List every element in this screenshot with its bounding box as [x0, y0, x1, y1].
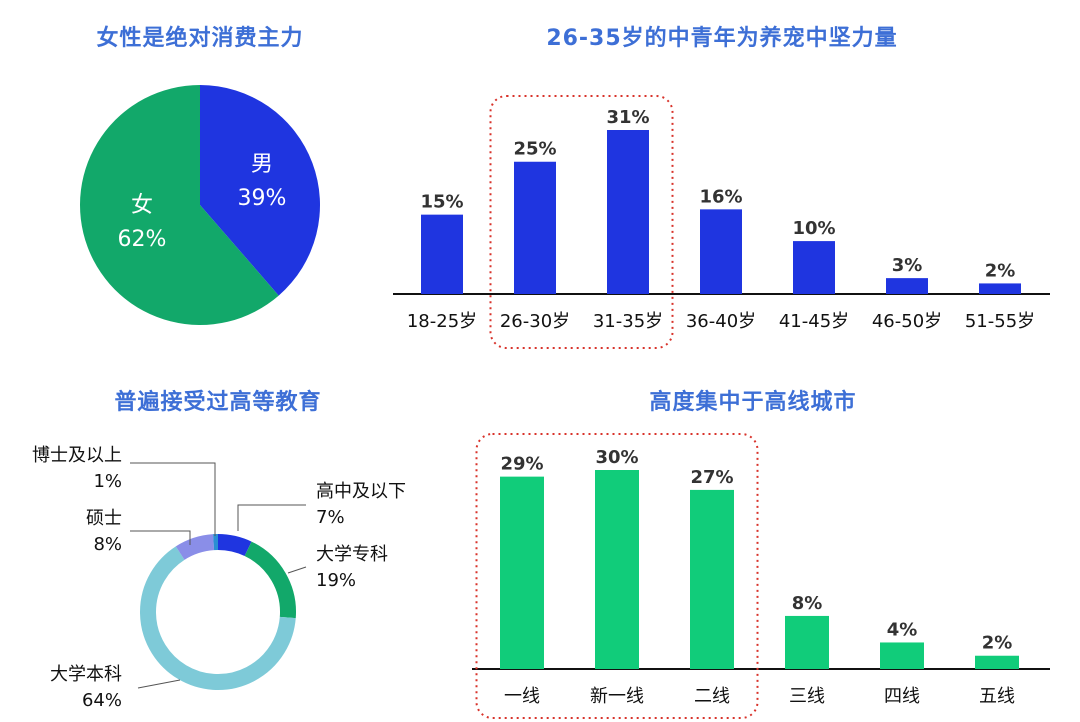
education-chart-title: 普遍接受过高等教育	[114, 390, 322, 415]
bar-value-label: 10%	[792, 218, 835, 239]
slice-label: 女	[131, 193, 153, 218]
bar	[595, 470, 639, 669]
x-tick-label: 26-30岁	[500, 311, 570, 332]
donut-label: 博士及以上	[32, 445, 122, 466]
bar-value-label: 3%	[892, 255, 923, 276]
x-tick-label: 36-40岁	[686, 311, 756, 332]
donut-value: 7%	[316, 507, 345, 528]
donut-label: 硕士	[86, 508, 122, 529]
x-tick-label: 新一线	[590, 686, 644, 707]
bar-value-label: 16%	[699, 186, 742, 207]
bar-value-label: 15%	[420, 192, 463, 213]
donut-value: 8%	[93, 534, 122, 555]
bar	[975, 655, 1019, 669]
donut-value: 1%	[93, 471, 122, 492]
x-tick-label: 二线	[694, 686, 730, 707]
bar	[500, 476, 544, 669]
bar-value-label: 2%	[982, 633, 1013, 654]
slice-value: 39%	[238, 186, 287, 211]
bar	[514, 161, 556, 294]
bar	[979, 283, 1021, 294]
bar-value-label: 2%	[985, 260, 1016, 281]
bar	[607, 130, 649, 294]
bar	[690, 489, 734, 669]
pie-slice	[200, 85, 321, 296]
slice-value: 62%	[118, 227, 167, 252]
slice-label: 男	[251, 152, 273, 177]
donut-value: 64%	[82, 690, 122, 711]
callout-line	[237, 504, 306, 531]
callout-line	[287, 566, 307, 574]
bar	[700, 209, 742, 294]
donut-value: 19%	[316, 570, 356, 591]
x-tick-label: 一线	[504, 686, 540, 707]
bar	[886, 278, 928, 294]
donut-segment	[175, 534, 215, 561]
x-tick-label: 四线	[884, 686, 920, 707]
donut-segment	[244, 541, 296, 619]
x-tick-label: 51-55岁	[965, 311, 1035, 332]
callout-line	[137, 679, 181, 689]
age-chart-title: 26-35岁的中青年为养宠中坚力量	[546, 26, 898, 51]
donut-label: 大学专科	[316, 544, 388, 565]
city-chart-title: 高度集中于高线城市	[649, 390, 857, 415]
bar-value-label: 8%	[792, 593, 823, 614]
pie-slice	[80, 85, 279, 325]
bar	[785, 615, 829, 669]
x-tick-label: 31-35岁	[593, 311, 663, 332]
x-tick-label: 五线	[979, 686, 1015, 707]
bar-value-label: 4%	[887, 619, 918, 640]
bar	[421, 214, 463, 294]
x-tick-label: 41-45岁	[779, 311, 849, 332]
gender-chart-title: 女性是绝对消费主力	[96, 26, 304, 51]
donut-segment	[140, 546, 296, 690]
bar-value-label: 31%	[606, 107, 649, 128]
callout-line	[130, 530, 191, 545]
donut-label: 高中及以下	[316, 481, 406, 502]
bar-value-label: 25%	[513, 139, 556, 160]
bar-value-label: 27%	[690, 467, 733, 488]
x-tick-label: 46-50岁	[872, 311, 942, 332]
donut-label: 大学本科	[50, 664, 122, 685]
bar-value-label: 30%	[595, 447, 638, 468]
x-tick-label: 18-25岁	[407, 311, 477, 332]
donut-segment	[217, 534, 252, 557]
callout-line	[130, 462, 216, 536]
bar	[880, 642, 924, 669]
bar-value-label: 29%	[500, 454, 543, 475]
bar	[793, 241, 835, 294]
x-tick-label: 三线	[789, 686, 825, 707]
